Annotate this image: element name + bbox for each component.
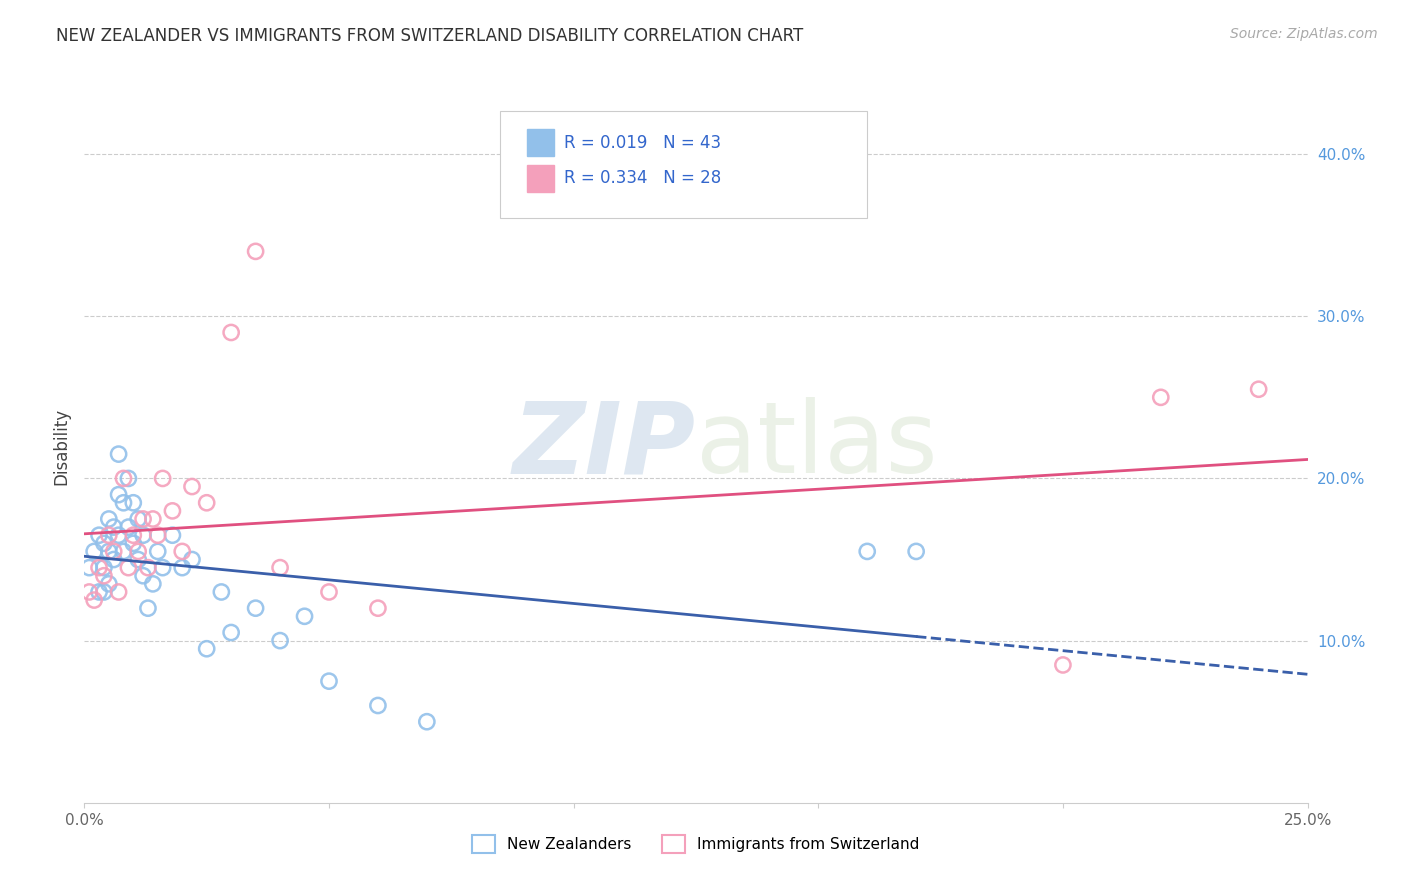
Point	[142, 577, 165, 591]
Point	[132, 512, 155, 526]
Point	[122, 496, 145, 510]
Point	[83, 544, 105, 558]
Point	[1150, 390, 1173, 404]
Point	[77, 585, 100, 599]
Point	[93, 560, 115, 574]
Point	[107, 585, 129, 599]
Point	[172, 560, 194, 574]
Bar	[527, 129, 554, 156]
Point	[97, 577, 120, 591]
Point	[97, 544, 120, 558]
Point	[93, 585, 115, 599]
Point	[127, 544, 149, 558]
Point	[87, 528, 110, 542]
Point	[367, 698, 389, 713]
Point	[103, 544, 125, 558]
Point	[416, 714, 439, 729]
Point	[245, 601, 267, 615]
Point	[245, 244, 267, 259]
Point	[77, 560, 100, 574]
Point	[122, 528, 145, 542]
Point	[269, 560, 291, 574]
Point	[146, 544, 169, 558]
Point	[318, 674, 340, 689]
Point	[219, 326, 242, 340]
Point	[146, 528, 169, 542]
Point	[107, 528, 129, 542]
Point	[117, 471, 139, 485]
Text: ZIP: ZIP	[513, 398, 696, 494]
Point	[152, 560, 174, 574]
Point	[136, 601, 159, 615]
Point	[117, 560, 139, 574]
FancyBboxPatch shape	[501, 111, 868, 218]
Point	[195, 496, 218, 510]
Point	[1247, 382, 1270, 396]
Point	[905, 544, 928, 558]
Point	[103, 520, 125, 534]
Point	[172, 544, 194, 558]
Point	[132, 568, 155, 582]
Point	[112, 471, 135, 485]
Point	[127, 512, 149, 526]
Point	[181, 479, 204, 493]
Point	[209, 585, 232, 599]
Point	[219, 625, 242, 640]
Text: Source: ZipAtlas.com: Source: ZipAtlas.com	[1230, 27, 1378, 41]
Point	[162, 504, 184, 518]
Point	[162, 528, 184, 542]
Point	[93, 536, 115, 550]
Point	[97, 512, 120, 526]
Bar	[527, 165, 554, 192]
Y-axis label: Disability: Disability	[52, 408, 70, 484]
Point	[112, 496, 135, 510]
Point	[142, 512, 165, 526]
Point	[152, 471, 174, 485]
Point	[112, 544, 135, 558]
Point	[107, 488, 129, 502]
Point	[195, 641, 218, 656]
Legend: New Zealanders, Immigrants from Switzerland: New Zealanders, Immigrants from Switzerl…	[465, 829, 927, 859]
Point	[181, 552, 204, 566]
Point	[1052, 657, 1074, 672]
Point	[87, 560, 110, 574]
Text: R = 0.019   N = 43: R = 0.019 N = 43	[564, 134, 721, 152]
Text: atlas: atlas	[696, 398, 938, 494]
Point	[269, 633, 291, 648]
Point	[856, 544, 879, 558]
Text: R = 0.334   N = 28: R = 0.334 N = 28	[564, 169, 721, 187]
Text: NEW ZEALANDER VS IMMIGRANTS FROM SWITZERLAND DISABILITY CORRELATION CHART: NEW ZEALANDER VS IMMIGRANTS FROM SWITZER…	[56, 27, 803, 45]
Point	[93, 568, 115, 582]
Point	[367, 601, 389, 615]
Point	[107, 447, 129, 461]
Point	[103, 552, 125, 566]
Point	[294, 609, 316, 624]
Point	[97, 528, 120, 542]
Point	[87, 585, 110, 599]
Point	[132, 528, 155, 542]
Point	[117, 520, 139, 534]
Point	[83, 593, 105, 607]
Point	[136, 560, 159, 574]
Point	[318, 585, 340, 599]
Point	[127, 552, 149, 566]
Point	[122, 536, 145, 550]
